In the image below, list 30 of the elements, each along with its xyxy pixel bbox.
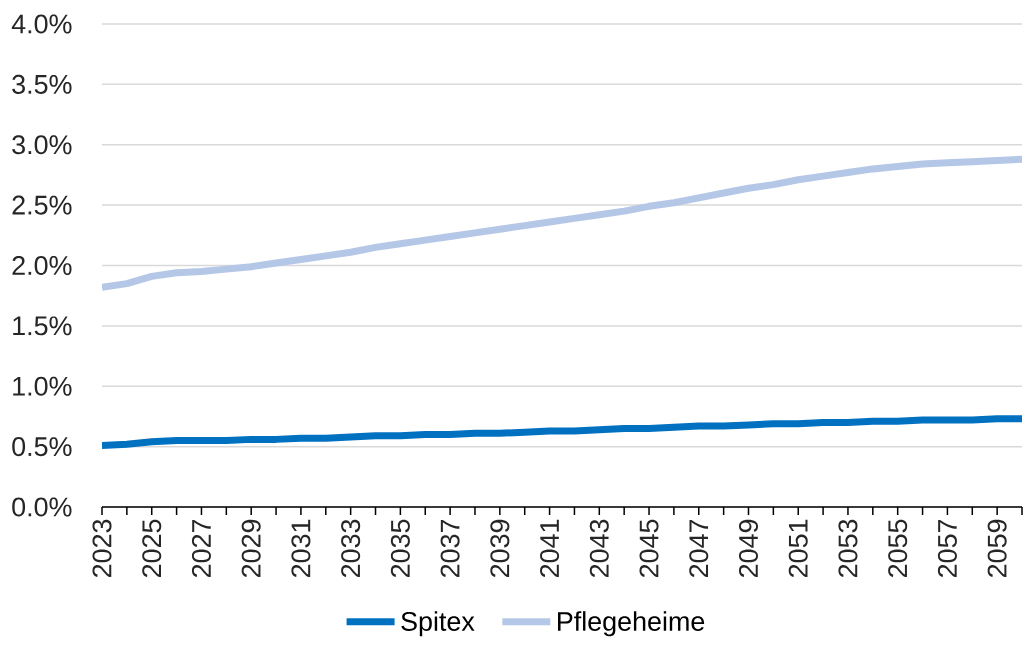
y-tick-label: 3.0% [12,135,72,155]
x-tick-label: 2027 [191,519,211,577]
x-tick-label: 2045 [639,519,659,577]
y-tick-label: 2.0% [12,255,72,276]
x-tick-label: 2023 [92,519,112,577]
x-tick-label: 2041 [540,519,560,577]
x-tick-label: 2051 [788,519,808,577]
x-tick-label: 2031 [291,519,311,577]
x-tick-label: 2033 [341,519,361,577]
x-tick-label: 2055 [888,519,908,577]
x-tick-label: 2053 [838,519,858,577]
x-tick-label: 2037 [440,519,460,577]
y-tick-label: 1.0% [13,376,72,396]
y-tick-label: 4.0% [11,14,72,34]
x-tick-label: 2039 [490,519,510,577]
y-tick-label: 3.5% [12,74,72,94]
x-tick-label: 2025 [142,519,162,577]
x-tick-label: 2047 [689,519,709,577]
x-tick-label: 2057 [937,519,957,577]
x-tick-label: 2043 [589,519,609,577]
y-tick-label: 1.5% [13,316,72,336]
y-tick-label: 0.0% [12,497,72,517]
legend-label: Pflegeheime [558,611,705,637]
x-tick-label: 2049 [738,519,759,577]
x-tick-label: 2059 [987,519,1007,577]
y-tick-label: 2.5% [12,195,72,215]
legend-label: Spitex [401,611,475,637]
y-tick-label: 0.5% [12,437,72,457]
x-tick-label: 2029 [241,519,261,577]
x-tick-label: 2035 [390,519,410,577]
